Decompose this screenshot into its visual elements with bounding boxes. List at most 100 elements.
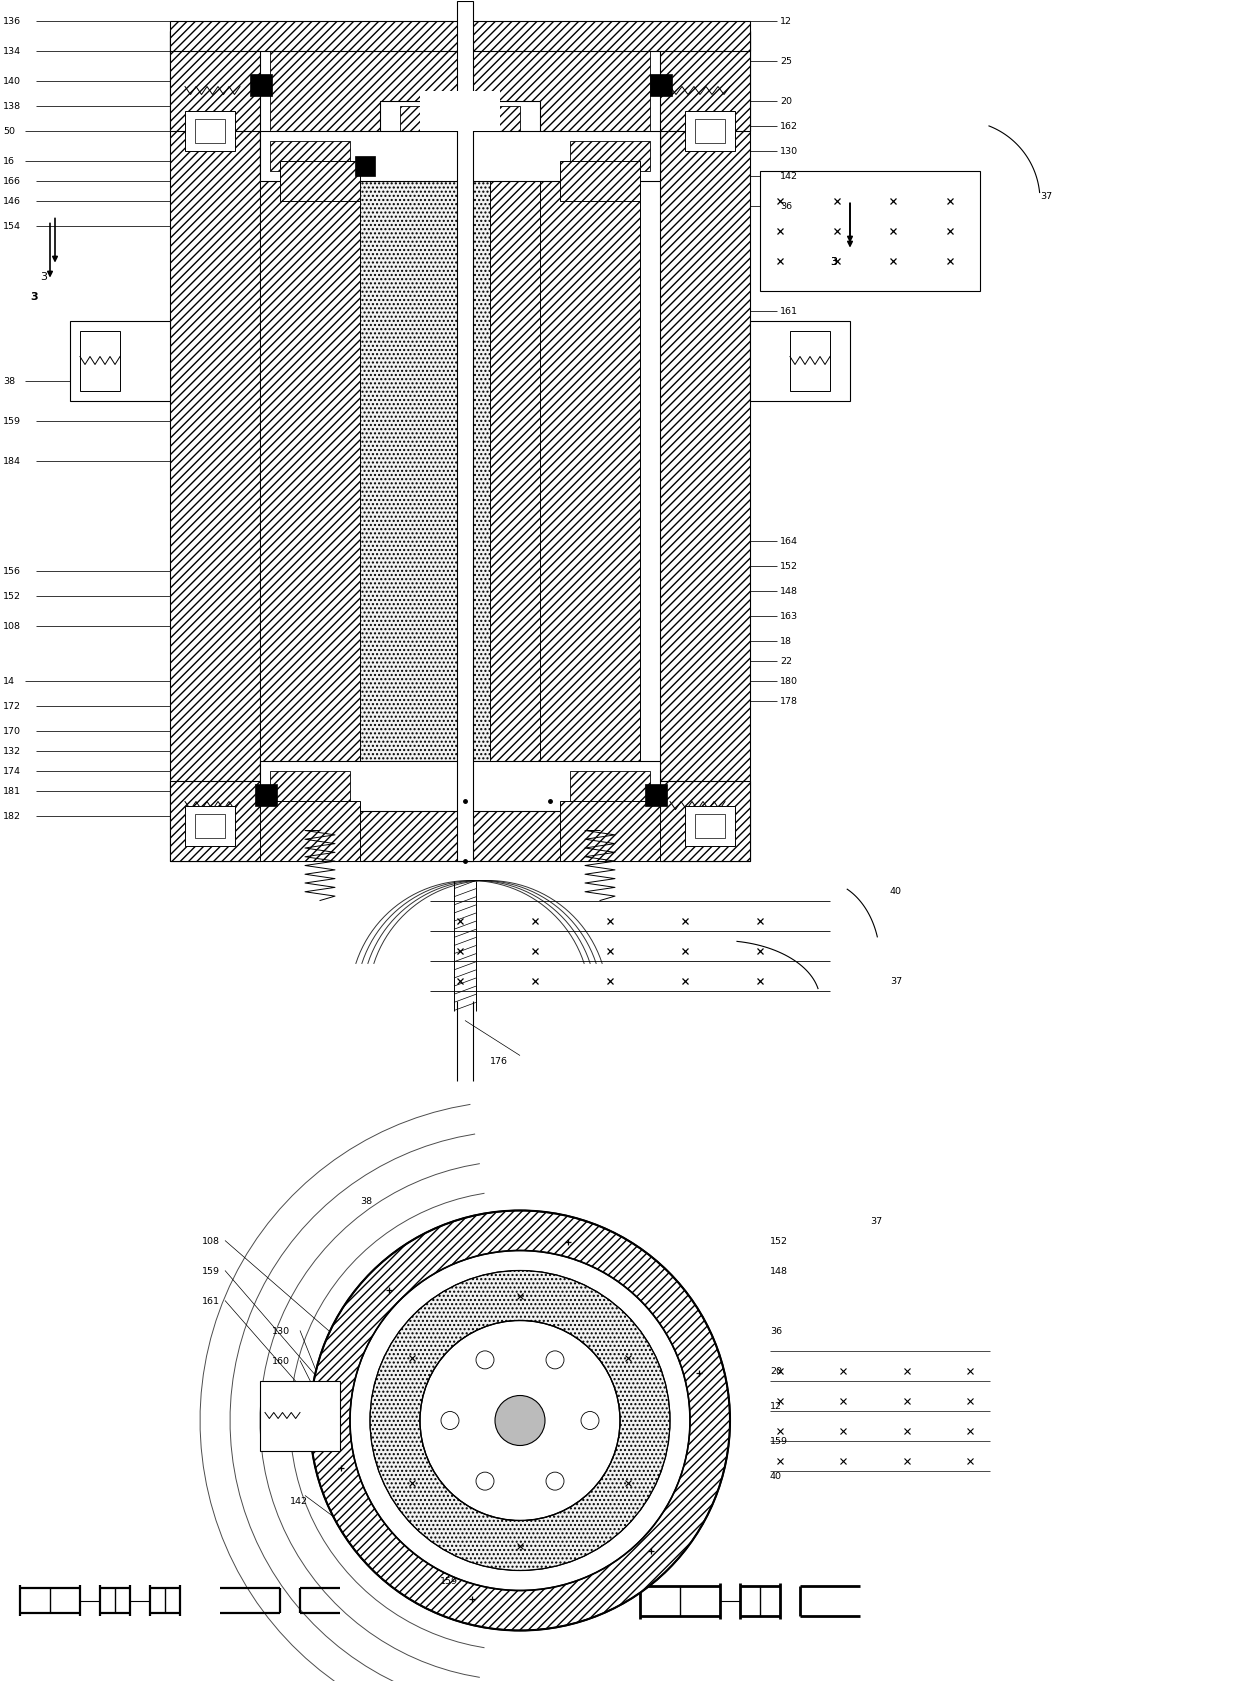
Bar (660, 32, 750, 861)
Text: 159: 159 (2, 417, 21, 426)
Text: 142: 142 (290, 1495, 308, 1505)
Text: 176: 176 (490, 1056, 508, 1065)
Bar (255, 784, 277, 806)
Text: 148: 148 (780, 587, 799, 595)
Text: 18: 18 (780, 636, 792, 646)
Text: 152: 152 (770, 1236, 787, 1245)
Bar (560, 801, 660, 861)
Bar (379, 101, 539, 161)
Bar (570, 141, 650, 172)
Text: 184: 184 (2, 458, 21, 466)
Bar (694, 119, 725, 143)
Text: 144: 144 (780, 336, 799, 346)
Bar (280, 161, 360, 202)
Bar (570, 770, 650, 801)
Text: 182: 182 (2, 811, 21, 821)
Bar (684, 111, 735, 151)
Text: 132: 132 (2, 747, 21, 755)
Text: 136: 136 (2, 17, 21, 25)
Text: 166: 166 (2, 177, 21, 187)
Circle shape (476, 1351, 494, 1369)
Text: 146: 146 (2, 197, 21, 205)
Text: 156: 156 (2, 567, 21, 575)
Text: 20: 20 (770, 1366, 782, 1376)
Circle shape (441, 1411, 459, 1430)
Text: 36: 36 (780, 202, 792, 210)
Text: 150: 150 (500, 121, 518, 131)
Text: 25: 25 (780, 57, 792, 66)
Bar (645, 784, 667, 806)
Circle shape (546, 1472, 564, 1490)
Text: 38: 38 (2, 377, 15, 385)
Bar (69, 321, 170, 402)
Bar (170, 32, 750, 131)
Text: 160: 160 (780, 387, 799, 395)
Bar (260, 801, 360, 861)
Text: 140: 140 (2, 77, 21, 86)
Text: 3: 3 (830, 256, 837, 266)
Bar (355, 156, 374, 177)
Text: 158: 158 (780, 367, 799, 375)
Bar (185, 111, 236, 151)
Text: 159: 159 (440, 1576, 458, 1584)
Text: 40: 40 (890, 886, 901, 895)
Text: 16: 16 (2, 156, 15, 167)
Bar (694, 814, 725, 838)
Text: 170: 170 (2, 727, 21, 735)
Circle shape (420, 1320, 620, 1521)
Bar (750, 321, 849, 402)
Bar (270, 141, 350, 172)
Text: 36: 36 (770, 1325, 782, 1336)
Text: 172: 172 (2, 701, 21, 710)
Text: 160: 160 (272, 1356, 290, 1366)
Text: 154: 154 (2, 222, 21, 230)
Text: 130: 130 (780, 146, 799, 156)
Text: 134: 134 (2, 47, 21, 56)
Bar (650, 74, 672, 96)
Text: 20: 20 (780, 98, 792, 106)
Text: 3: 3 (30, 291, 37, 301)
Text: 12: 12 (780, 17, 792, 25)
Text: 138: 138 (2, 103, 21, 111)
Bar (260, 1381, 340, 1450)
Circle shape (582, 1411, 599, 1430)
Text: 161: 161 (202, 1297, 219, 1305)
Bar (260, 131, 360, 780)
Text: 159: 159 (770, 1436, 787, 1445)
Text: 37: 37 (1040, 192, 1052, 200)
Bar (270, 42, 650, 151)
Text: 108: 108 (2, 622, 21, 631)
Text: 152: 152 (2, 592, 21, 600)
Text: 37: 37 (890, 977, 903, 986)
Text: 164: 164 (780, 537, 799, 545)
Bar (770, 1341, 990, 1480)
Bar (270, 770, 350, 801)
Text: 178: 178 (780, 696, 799, 705)
Text: 148: 148 (770, 1267, 787, 1275)
Text: 174: 174 (2, 767, 21, 775)
Text: 142: 142 (780, 172, 799, 182)
Text: 22: 22 (780, 656, 792, 666)
Bar (790, 331, 830, 392)
Bar (170, 22, 750, 52)
Bar (260, 131, 660, 182)
Text: 152: 152 (780, 562, 799, 570)
Text: 181: 181 (2, 787, 21, 796)
Text: 130: 130 (272, 1325, 290, 1336)
Text: 14: 14 (2, 676, 15, 686)
Bar (170, 32, 260, 861)
Bar (81, 331, 120, 392)
Bar (185, 806, 236, 846)
Text: 37: 37 (870, 1216, 882, 1224)
Bar (170, 780, 750, 861)
Bar (490, 131, 539, 780)
Bar (458, 2, 472, 861)
Text: 3: 3 (830, 256, 837, 266)
Bar (401, 106, 520, 146)
Bar (195, 814, 224, 838)
Bar (260, 760, 660, 811)
Bar (539, 131, 640, 780)
Circle shape (546, 1351, 564, 1369)
Text: 3: 3 (40, 271, 47, 281)
Text: 108: 108 (202, 1236, 219, 1245)
